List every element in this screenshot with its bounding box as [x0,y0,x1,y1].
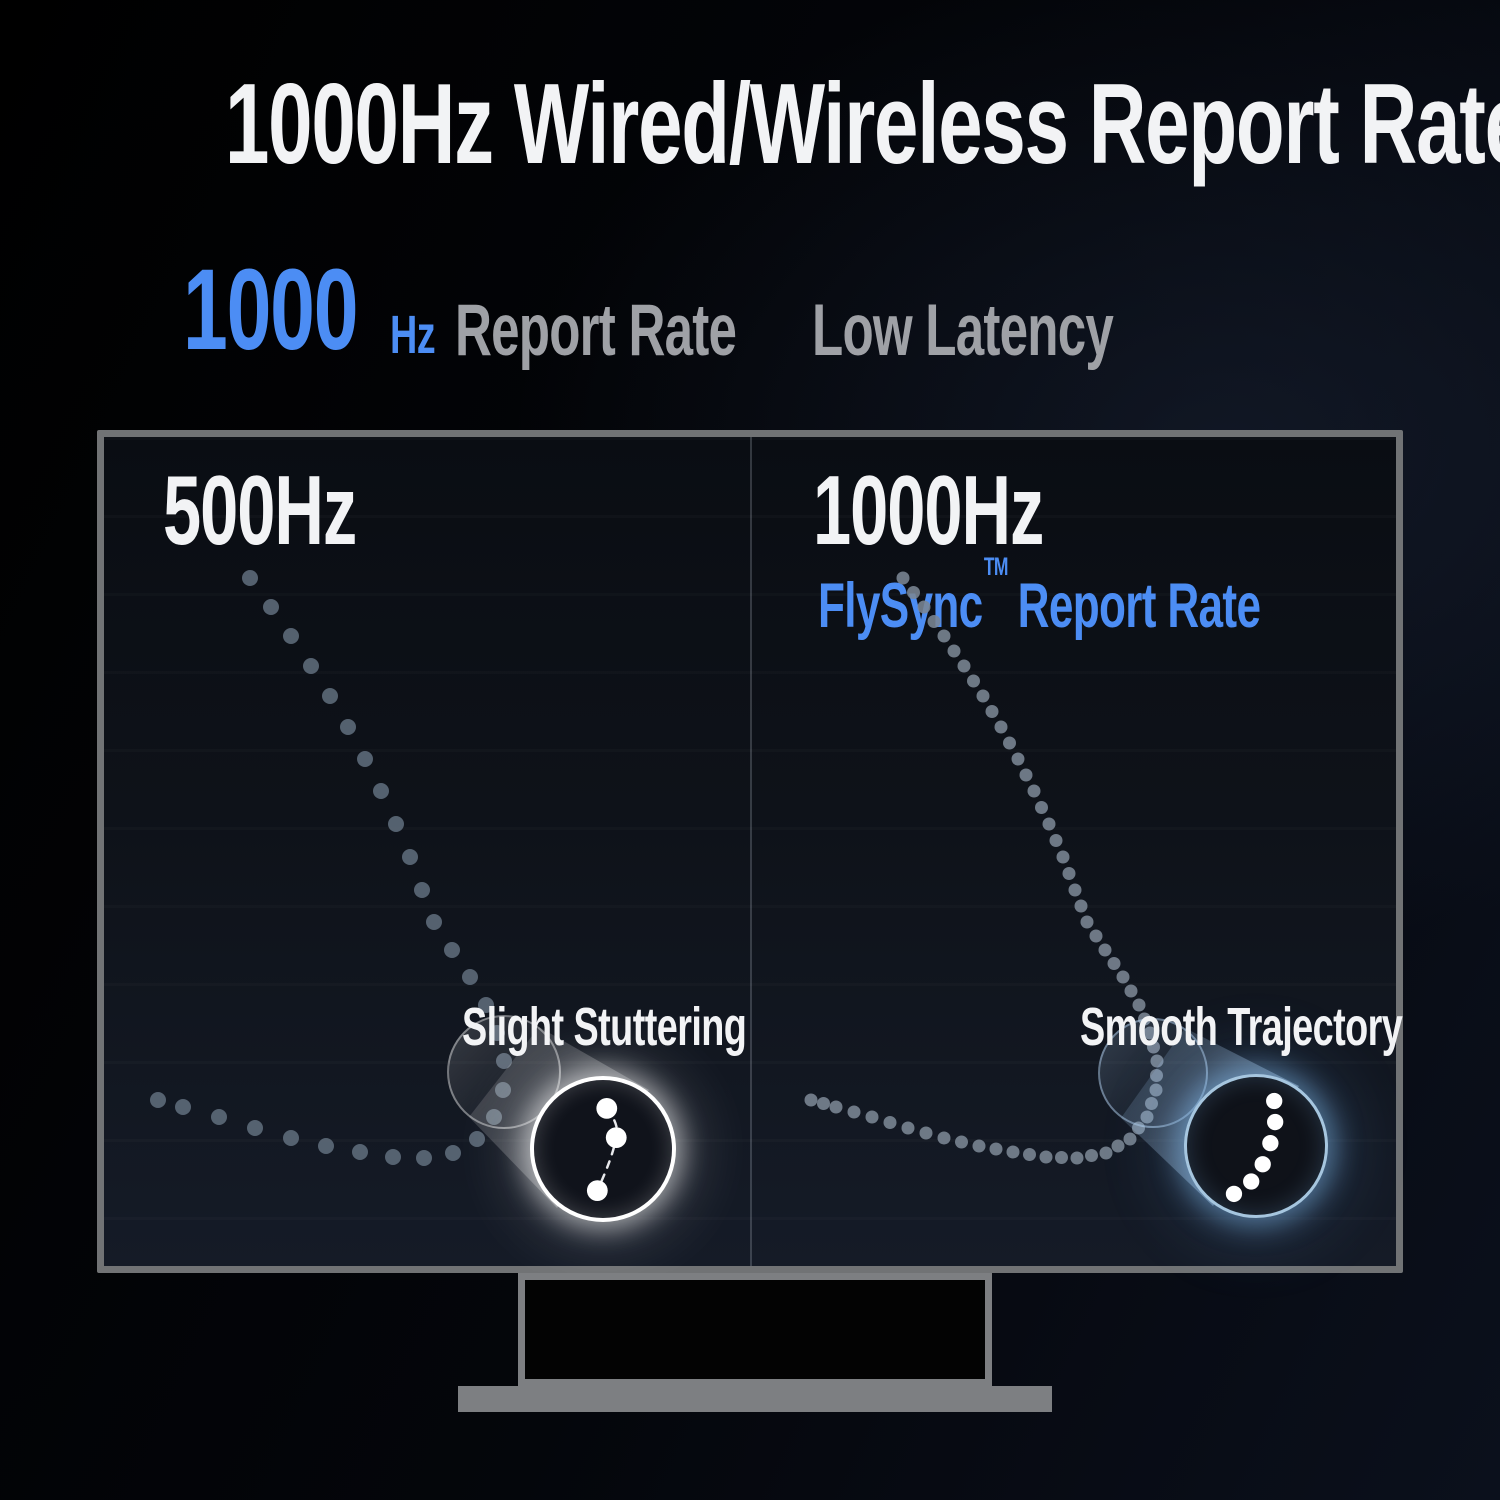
flysync-rest: Report Rate [1017,571,1261,641]
left-panel-heading: 500Hz [163,455,357,565]
magnified-stutter-dots [586,1097,627,1201]
right-panel-heading: 1000Hz [813,455,1044,565]
magnifier-lens-left [530,1076,676,1222]
magnifier-lens-right [1184,1074,1328,1218]
rate-value: 1000 [183,246,358,374]
flysync-brand: FlySync [818,571,983,641]
rate-unit: Hz [390,305,436,365]
source-circle-right [1098,1018,1208,1128]
latency-caption: Low Latency [812,290,1114,371]
monitor-stand-neck [518,1273,992,1386]
page-title: 1000Hz Wired/Wireless Report Rate [225,61,1500,188]
monitor-stand-base [458,1386,1052,1412]
rate-caption: Report Rate [455,290,737,371]
left-callout: Slight Stuttering [462,997,747,1057]
flysync-report-rate-label: FlySyncTM Report Rate [818,555,1261,638]
magnified-smooth-dots [1225,1092,1284,1203]
right-callout: Smooth Trajectory [1080,997,1403,1057]
monitor-frame [97,430,1403,1273]
trademark-symbol: TM [983,553,1009,581]
panel-divider [750,437,752,1266]
